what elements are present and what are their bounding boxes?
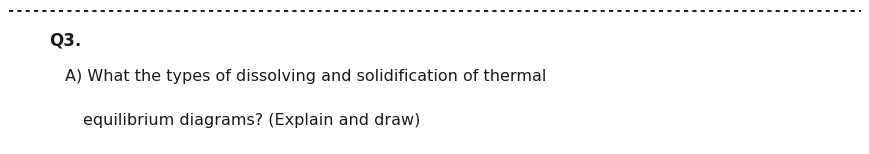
Text: A) What the types of dissolving and solidification of thermal: A) What the types of dissolving and soli… <box>65 69 546 85</box>
Text: Q3.: Q3. <box>50 31 82 49</box>
Text: equilibrium diagrams? (Explain and draw): equilibrium diagrams? (Explain and draw) <box>83 113 420 128</box>
